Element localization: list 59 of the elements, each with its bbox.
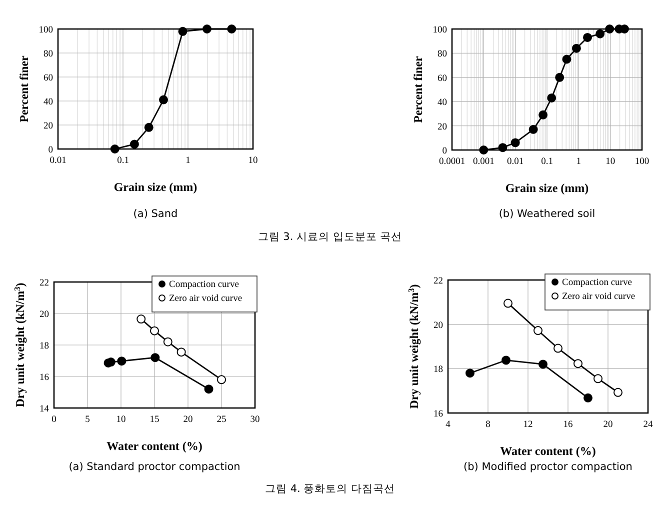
legend-label: Zero air void curve: [562, 292, 636, 302]
legend-label: Compaction curve: [169, 280, 239, 290]
y-tick-label: 40: [44, 98, 54, 108]
x-tick-label: 8: [486, 420, 491, 430]
x-tick-label: 20: [183, 415, 193, 425]
x-tick-label: 12: [523, 420, 533, 430]
x-tick-label: 10: [606, 157, 616, 167]
y-tick-label: 22: [40, 278, 50, 288]
y-tick-label: 40: [438, 98, 448, 108]
y-tick-label: 22: [434, 276, 444, 286]
y-tick-label: 60: [44, 74, 54, 84]
x-tick-label: 5: [85, 415, 90, 425]
legend-label: Compaction curve: [562, 278, 632, 288]
x-tick-label: 30: [250, 415, 260, 425]
y-tick-label: 16: [40, 373, 50, 383]
x-axis-title: Water content (%): [106, 439, 202, 453]
x-tick-label: 1: [576, 157, 582, 167]
x-tick-label: 0.1: [117, 156, 130, 166]
x-axis-title: Water content (%): [500, 444, 596, 458]
y-axis-title: Percent finer: [411, 55, 425, 123]
x-tick-label: 25: [216, 415, 226, 425]
x-tick-label: 24: [643, 420, 653, 430]
y-tick-label: 20: [44, 122, 54, 132]
x-tick-label: 0.0001: [438, 157, 466, 167]
y-tick-label: 0: [48, 146, 54, 156]
y-axis-title: Percent finer: [17, 54, 31, 122]
text: (b) Weathered soil: [498, 208, 596, 220]
x-tick-label: 0.01: [507, 157, 524, 167]
x-tick-label: 0.01: [50, 156, 67, 166]
text: (b) Modified proctor compaction: [464, 461, 632, 473]
x-tick-label: 4: [446, 420, 451, 430]
caption: 그림 4. 풍화토의 다짐곡선: [264, 483, 396, 495]
legend-label: Zero air void curve: [169, 294, 242, 304]
text: (a) Sand: [133, 208, 178, 220]
x-axis-title: Grain size (mm): [114, 180, 198, 194]
y-tick-label: 60: [438, 74, 448, 84]
x-tick-label: 100: [634, 157, 650, 167]
x-tick-label: 0.001: [472, 157, 495, 167]
y-tick-label: 14: [40, 404, 50, 414]
y-tick-label: 100: [38, 26, 54, 36]
x-tick-label: 1: [186, 156, 191, 166]
y-tick-label: 80: [44, 50, 54, 60]
y-tick-label: 80: [438, 50, 448, 60]
x-tick-label: 0.1: [541, 157, 554, 167]
caption: 그림 3. 시료의 입도분포 곡선: [258, 231, 402, 243]
y-tick-label: 0: [442, 146, 448, 156]
x-axis-title: Grain size (mm): [505, 181, 589, 195]
y-tick-label: 18: [40, 342, 50, 352]
y-tick-label: 100: [432, 26, 448, 36]
x-tick-label: 10: [116, 415, 126, 425]
y-tick-label: 20: [40, 310, 50, 320]
text: (a) Standard proctor compaction: [68, 461, 240, 473]
x-tick-label: 16: [563, 420, 573, 430]
x-tick-label: 15: [150, 415, 160, 425]
y-tick-label: 20: [434, 320, 444, 331]
y-tick-label: 18: [434, 365, 444, 376]
y-tick-label: 20: [438, 122, 448, 132]
x-tick-label: 20: [603, 420, 613, 430]
x-tick-label: 10: [248, 156, 258, 166]
